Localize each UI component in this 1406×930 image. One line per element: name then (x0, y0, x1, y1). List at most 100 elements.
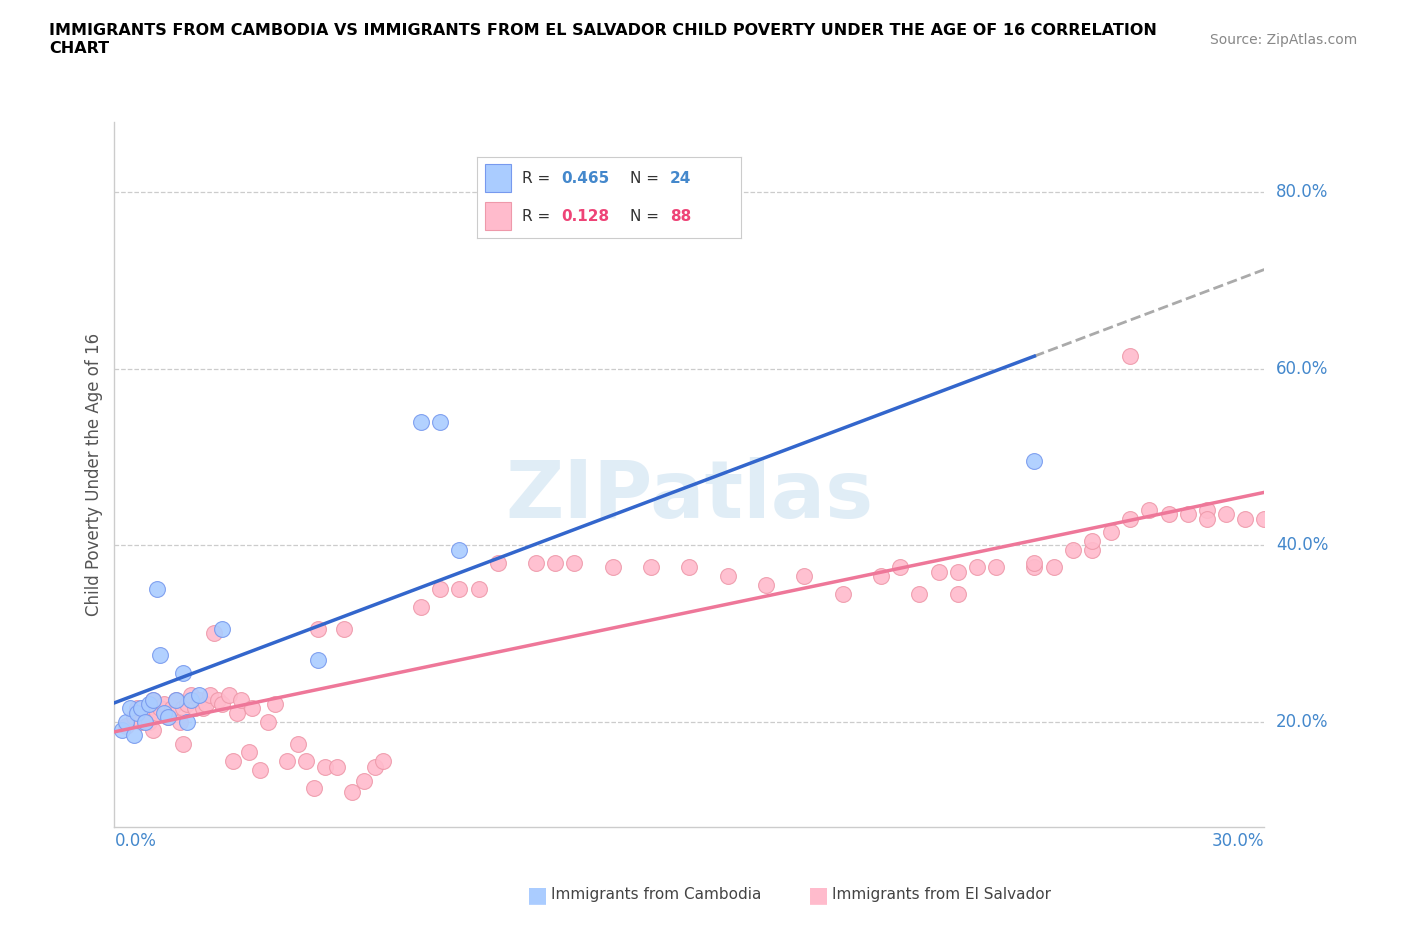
Point (118, 701, 141, 716)
Point (122, 727, 145, 742)
Point (1024, 454, 1046, 469)
Point (1157, 507, 1180, 522)
Point (165, 692, 187, 707)
Point (1195, 502, 1218, 517)
Point (218, 687, 240, 702)
Point (544, 555, 567, 570)
Y-axis label: Child Poverty Under the Age of 16: Child Poverty Under the Age of 16 (86, 333, 103, 617)
Point (142, 692, 165, 707)
Point (153, 705, 176, 720)
Point (165, 692, 187, 707)
Point (602, 560, 624, 575)
Text: ZIPatlas: ZIPatlas (505, 457, 873, 535)
Point (429, 415, 451, 430)
Point (946, 586, 969, 601)
Point (202, 626, 225, 641)
Text: 0.0%: 0.0% (114, 831, 156, 850)
Point (307, 621, 329, 636)
Point (180, 692, 202, 707)
Point (187, 687, 209, 702)
Point (870, 568, 893, 583)
Point (157, 710, 180, 724)
Point (302, 780, 325, 795)
Point (314, 760, 336, 775)
Text: Immigrants from Cambodia: Immigrants from Cambodia (551, 887, 762, 902)
Point (191, 701, 214, 716)
Point (222, 754, 245, 769)
Point (984, 560, 1007, 575)
Point (207, 692, 229, 707)
Point (184, 701, 207, 716)
Point (449, 542, 471, 557)
Point (793, 568, 815, 583)
Point (325, 760, 347, 775)
Point (264, 697, 287, 711)
Text: 60.0%: 60.0% (1275, 360, 1329, 378)
Point (134, 705, 156, 720)
Point (176, 697, 198, 711)
Point (127, 705, 149, 720)
Point (1177, 507, 1199, 522)
Point (129, 701, 152, 716)
Point (142, 723, 165, 737)
Point (200, 687, 222, 702)
Point (172, 737, 194, 751)
Point (256, 714, 278, 729)
Point (1042, 560, 1064, 575)
Point (195, 697, 218, 711)
Point (409, 415, 432, 430)
Point (966, 560, 988, 575)
Point (333, 621, 356, 636)
Point (1253, 512, 1275, 526)
Text: IMMIGRANTS FROM CAMBODIA VS IMMIGRANTS FROM EL SALVADOR CHILD POVERTY UNDER THE : IMMIGRANTS FROM CAMBODIA VS IMMIGRANTS F… (49, 23, 1157, 56)
Point (276, 754, 298, 769)
Point (172, 666, 194, 681)
Point (486, 555, 509, 570)
Point (242, 701, 264, 716)
Point (172, 701, 194, 716)
Point (340, 785, 363, 800)
Point (111, 723, 134, 737)
Point (1137, 502, 1160, 517)
Point (127, 701, 149, 716)
Point (429, 582, 451, 597)
Point (295, 754, 318, 769)
Point (1081, 534, 1104, 549)
Point (145, 705, 167, 720)
Point (1099, 525, 1122, 539)
Point (831, 586, 853, 601)
Point (238, 745, 260, 760)
Point (564, 555, 586, 570)
Point (1195, 512, 1218, 526)
Point (211, 621, 233, 636)
Point (755, 578, 778, 592)
Point (211, 697, 233, 711)
Point (176, 714, 198, 729)
Point (115, 714, 138, 729)
Point (640, 560, 662, 575)
Point (371, 754, 394, 769)
Point (1062, 542, 1084, 557)
Point (149, 701, 172, 716)
Point (187, 692, 209, 707)
Point (138, 697, 160, 711)
Point (449, 582, 471, 597)
Point (717, 568, 740, 583)
Text: Immigrants from El Salvador: Immigrants from El Salvador (832, 887, 1052, 902)
Point (307, 653, 329, 668)
Point (889, 560, 911, 575)
Text: 30.0%: 30.0% (1212, 831, 1264, 850)
Point (908, 586, 931, 601)
Point (142, 692, 165, 707)
Point (226, 705, 249, 720)
Point (524, 555, 547, 570)
Point (1215, 507, 1237, 522)
Text: ■: ■ (808, 884, 830, 905)
Point (138, 714, 160, 729)
Text: 40.0%: 40.0% (1275, 537, 1329, 554)
Point (1234, 512, 1257, 526)
Point (1119, 348, 1142, 363)
Text: 80.0%: 80.0% (1275, 183, 1329, 202)
Point (229, 692, 252, 707)
Text: 20.0%: 20.0% (1275, 712, 1329, 731)
